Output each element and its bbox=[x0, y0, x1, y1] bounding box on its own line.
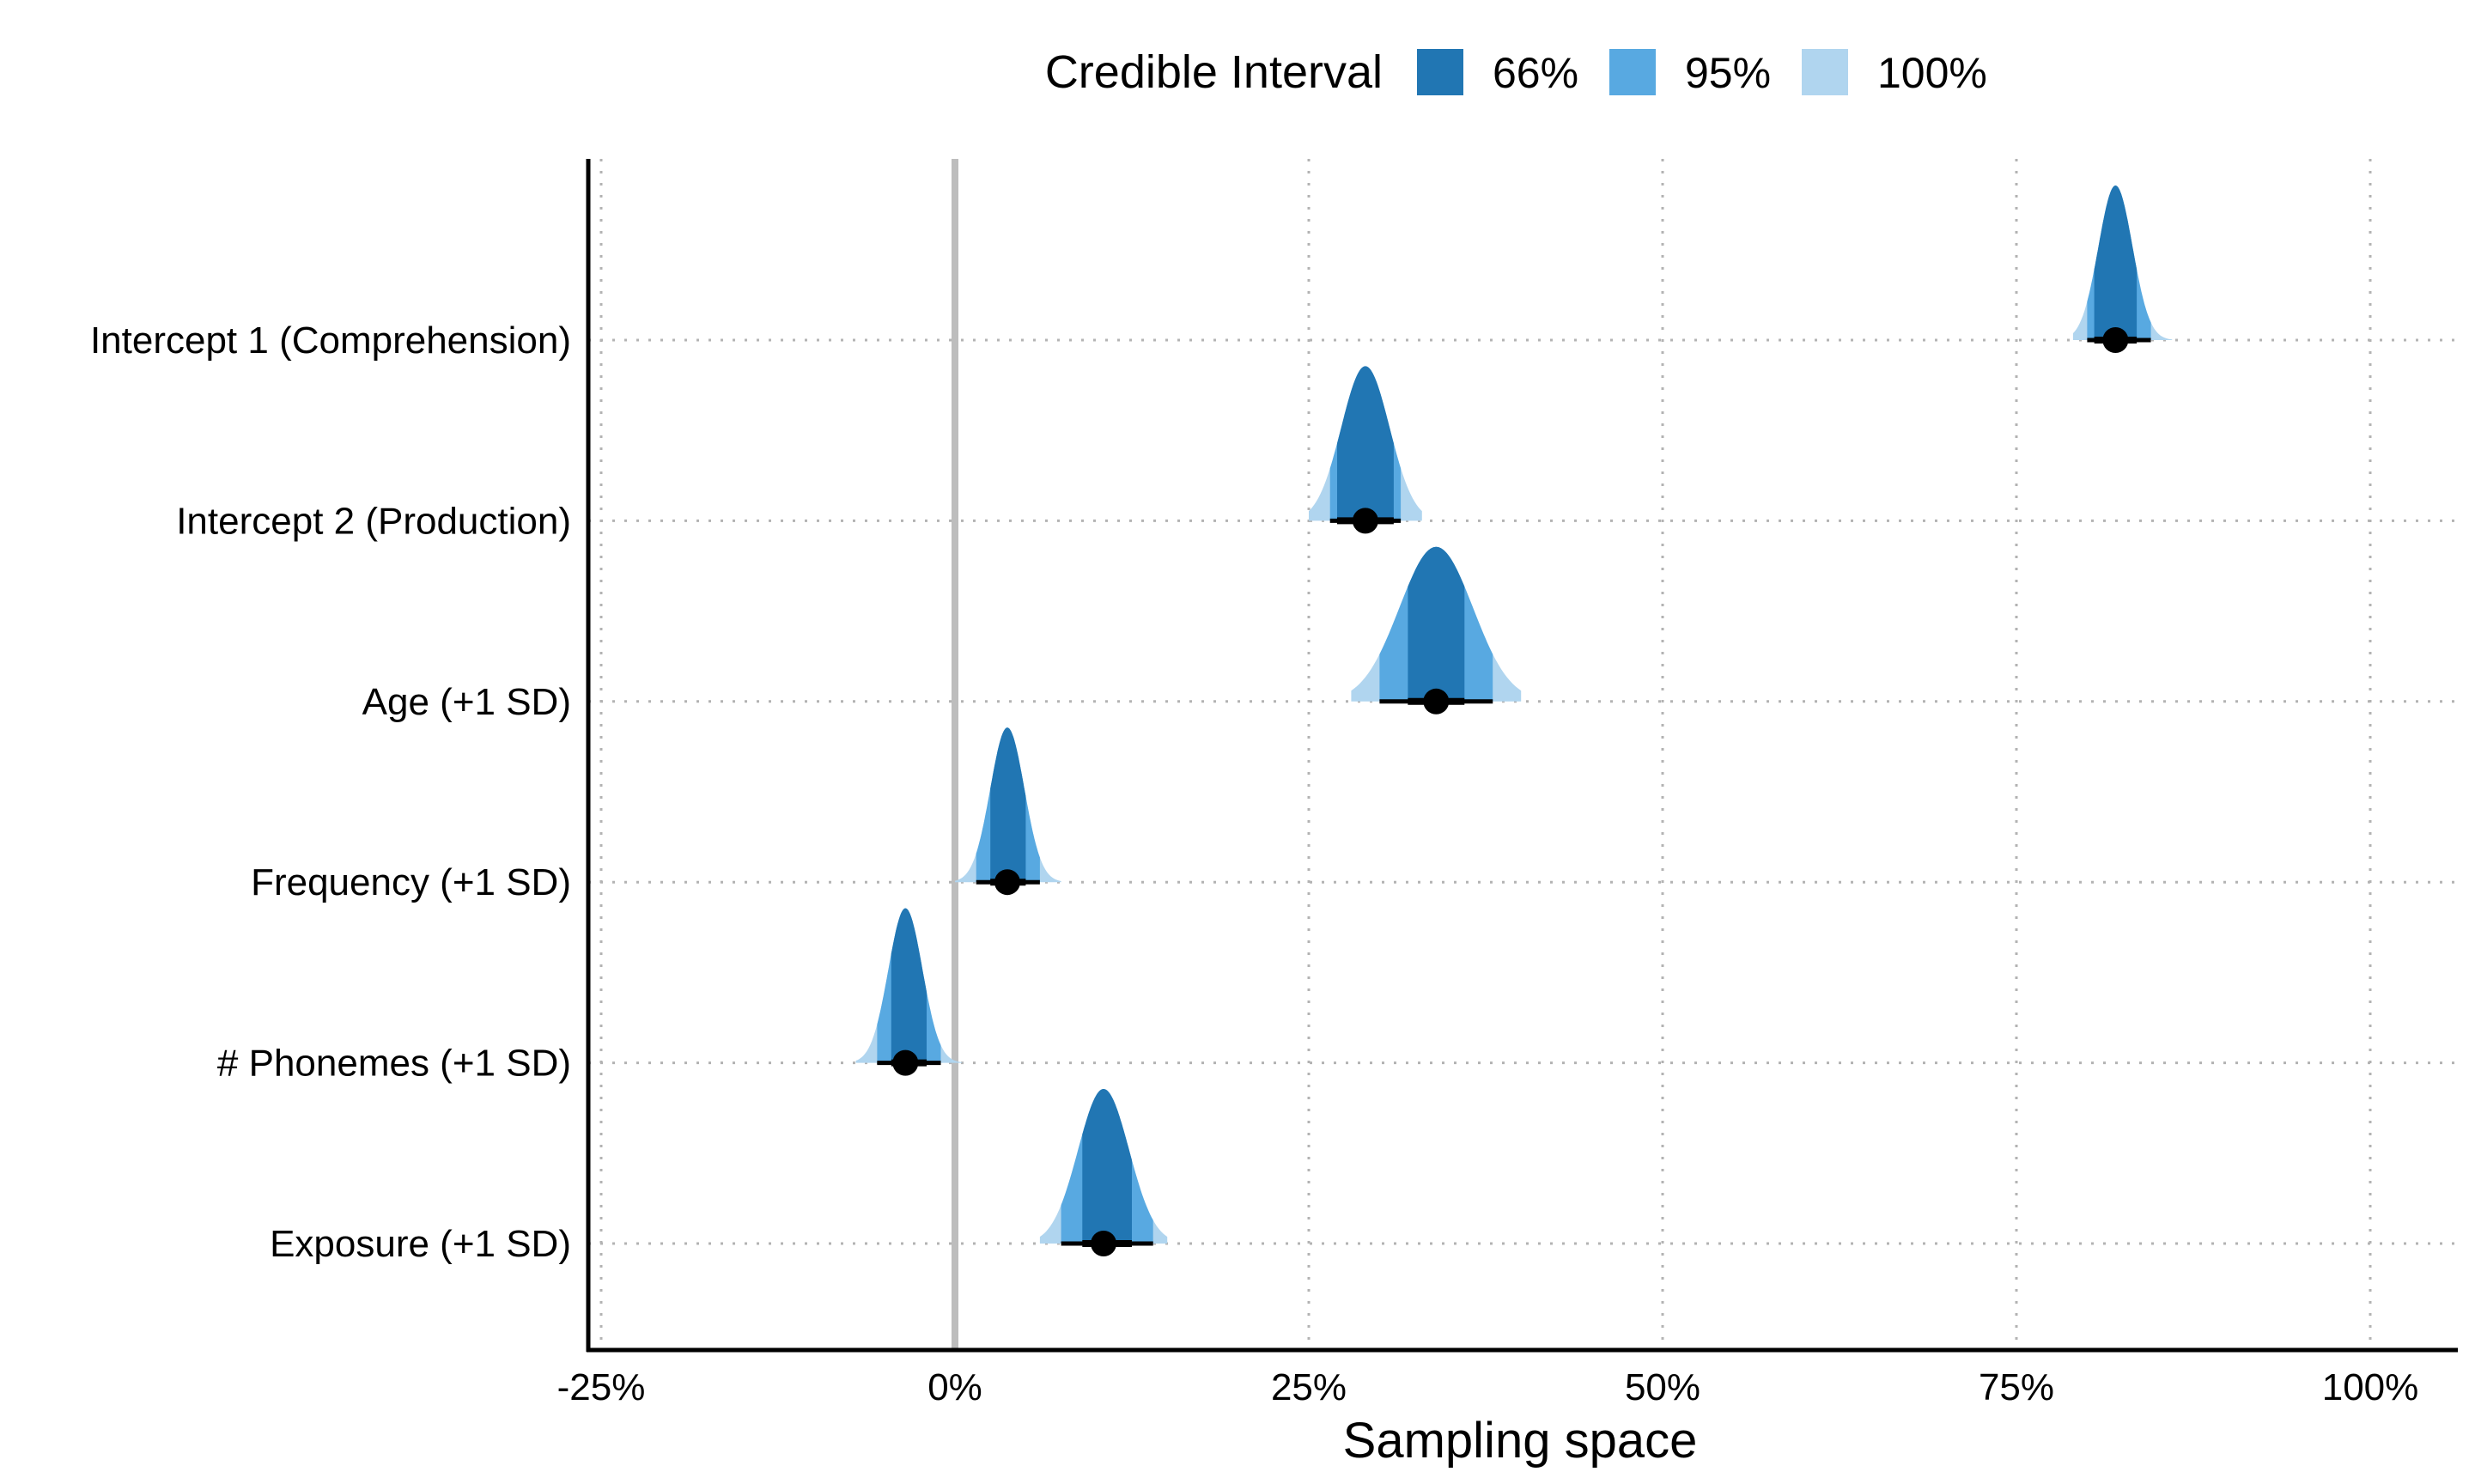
x-tick-label-5: 75% bbox=[1979, 1366, 2054, 1408]
density-row-5 bbox=[855, 908, 963, 1076]
x-tick-labels: -25% 0% 25% 50% 75% 100% bbox=[557, 1366, 2419, 1408]
density-row-2 bbox=[1309, 366, 1422, 534]
density-row-4 bbox=[955, 727, 1061, 896]
median-point-4 bbox=[994, 869, 1020, 896]
x-tick-label-2: 0% bbox=[927, 1366, 982, 1408]
median-point-3 bbox=[1423, 688, 1450, 715]
density-66-3 bbox=[1408, 546, 1465, 702]
density-66-6 bbox=[1082, 1089, 1132, 1244]
y-tick-label-5: # Phonemes (+1 SD) bbox=[217, 1043, 571, 1085]
density-row-3 bbox=[1351, 546, 1522, 715]
legend-title: Credible Interval bbox=[1045, 46, 1383, 98]
y-tick-label-1: Intercept 1 (Comprehension) bbox=[90, 319, 571, 362]
y-tick-label-4: Frequency (+1 SD) bbox=[251, 861, 571, 903]
median-point-1 bbox=[2102, 327, 2129, 353]
density-66-4 bbox=[990, 727, 1026, 883]
legend-label-1: 66% bbox=[1493, 49, 1578, 97]
x-axis-title: Sampling space bbox=[1343, 1413, 1698, 1469]
median-point-6 bbox=[1091, 1231, 1117, 1256]
median-point-5 bbox=[892, 1049, 919, 1076]
density-66-1 bbox=[2094, 186, 2138, 340]
legend-swatch-1 bbox=[1417, 49, 1463, 95]
density-row-1 bbox=[2072, 186, 2173, 353]
y-tick-label-3: Age (+1 SD) bbox=[362, 681, 571, 723]
y-tick-label-6: Exposure (+1 SD) bbox=[270, 1223, 571, 1265]
legend-swatch-3 bbox=[1802, 49, 1848, 95]
density-marks bbox=[855, 186, 2173, 1256]
x-tick-label-6: 100% bbox=[2322, 1366, 2419, 1408]
axes bbox=[586, 159, 2458, 1353]
grid bbox=[588, 159, 2458, 1350]
legend-label-3: 100% bbox=[1877, 49, 1987, 97]
x-tick-label-4: 50% bbox=[1625, 1366, 1700, 1408]
x-tick-label-3: 25% bbox=[1271, 1366, 1347, 1408]
y-tick-label-2: Intercept 2 (Production) bbox=[176, 500, 571, 542]
density-66-5 bbox=[891, 908, 927, 1063]
legend-label-2: 95% bbox=[1685, 49, 1771, 97]
x-tick-label-1: -25% bbox=[557, 1366, 646, 1408]
density-66-2 bbox=[1337, 366, 1394, 521]
y-tick-labels: Intercept 1 (Comprehension) Intercept 2 (… bbox=[90, 319, 571, 1265]
legend: Credible Interval 66% 95% 100% bbox=[1045, 46, 1987, 98]
legend-swatch-2 bbox=[1609, 49, 1656, 95]
density-row-6 bbox=[1039, 1089, 1168, 1256]
median-point-2 bbox=[1352, 508, 1378, 534]
